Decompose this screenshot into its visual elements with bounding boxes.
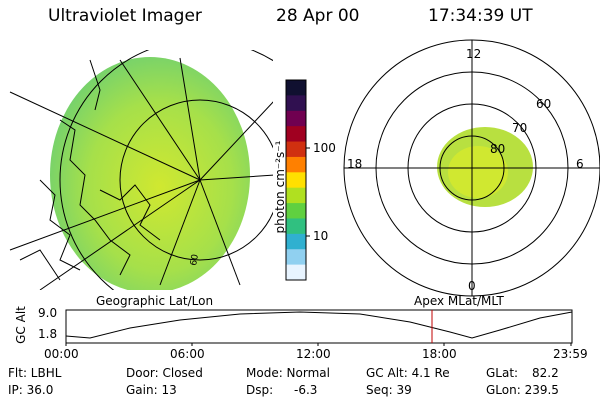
colorbar bbox=[286, 80, 306, 281]
colorbar-band bbox=[286, 141, 306, 158]
lat-label-80: 80 bbox=[490, 142, 506, 156]
gc-alt-ytick-low: 1.8 bbox=[38, 327, 58, 341]
geo-caption: Geographic Lat/Lon bbox=[96, 294, 214, 308]
colorbar-band bbox=[286, 187, 306, 204]
info-gain: Gain: 13 bbox=[126, 383, 177, 397]
info-door: Door: Closed bbox=[126, 366, 203, 380]
colorbar-band bbox=[286, 95, 306, 112]
gc-alt-curve bbox=[65, 311, 573, 339]
info-glat: GLat: bbox=[486, 366, 519, 380]
colorbar-band bbox=[286, 218, 306, 235]
x-tick-1200: 12:00 bbox=[296, 347, 331, 361]
info-mode: Mode: Normal bbox=[246, 366, 330, 380]
colorbar-band bbox=[286, 203, 306, 219]
colorbar-tick-100: 100 bbox=[313, 141, 336, 155]
colorbar-band bbox=[286, 156, 306, 173]
x-tick-1800: 18:00 bbox=[422, 347, 457, 361]
colorbar-band bbox=[286, 249, 306, 266]
polar-caption: Apex MLat/MLT bbox=[414, 294, 504, 308]
colorbar-tick-10: 10 bbox=[313, 229, 329, 243]
uv-image-disk bbox=[50, 57, 250, 290]
instrument-title: Ultraviolet Imager bbox=[48, 6, 202, 26]
mlt-label-6: 6 bbox=[576, 157, 584, 171]
mlt-label-18: 18 bbox=[347, 157, 363, 171]
info-gc-alt: GC Alt: 4.1 Re bbox=[366, 366, 450, 380]
colorbar-band bbox=[286, 80, 306, 96]
info-dsp: Dsp: bbox=[246, 383, 274, 397]
mlt-label-12: 12 bbox=[466, 47, 482, 61]
time-label: 17:34:39 UT bbox=[428, 6, 533, 26]
info-ip: IP: 36.0 bbox=[8, 383, 54, 397]
gc-alt-ytick-high: 9.0 bbox=[38, 306, 58, 320]
x-tick-2359: 23:59 bbox=[553, 347, 588, 361]
colorbar-band bbox=[286, 172, 306, 189]
date-label: 28 Apr 00 bbox=[276, 6, 360, 26]
x-tick-0000: 00:00 bbox=[44, 347, 79, 361]
colorbar-band bbox=[286, 264, 306, 281]
lat-label-60: 60 bbox=[536, 97, 552, 111]
lat-label-70: 70 bbox=[512, 121, 528, 135]
x-tick-0600: 06:00 bbox=[170, 347, 205, 361]
colorbar-band bbox=[286, 233, 306, 250]
geo-grid bbox=[9, 50, 273, 290]
mlt-label-0: 0 bbox=[468, 279, 476, 293]
svg-text:60: 60 bbox=[189, 253, 201, 266]
gc-alt-ylabel: GC Alt bbox=[13, 306, 28, 344]
colorbar-band bbox=[286, 110, 306, 127]
colorbar-label: photon cm⁻²s⁻¹ bbox=[273, 140, 287, 234]
gc-alt-frame bbox=[65, 309, 573, 344]
info-glat-value: 82.2 bbox=[532, 366, 559, 380]
info-glon: GLon: 239.5 bbox=[486, 383, 559, 397]
info-dsp-value: -6.3 bbox=[294, 383, 318, 397]
colorbar-band bbox=[286, 126, 306, 143]
coastline bbox=[19, 59, 161, 281]
info-flt: Flt: LBHL bbox=[8, 366, 62, 380]
info-seq: Seq: 39 bbox=[366, 383, 412, 397]
